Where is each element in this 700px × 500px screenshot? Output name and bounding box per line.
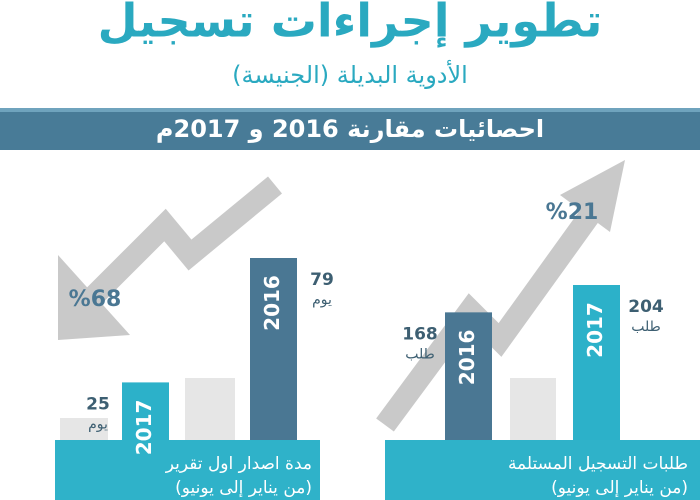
label-box xyxy=(385,440,700,500)
value-label: 204 xyxy=(628,297,664,317)
value-label: 25 xyxy=(86,394,110,414)
value-label: 79 xyxy=(310,270,334,290)
chart-subtitle: (من يناير إلى يونيو) xyxy=(175,478,312,498)
title: تطوير إجراءات تسجيل xyxy=(98,0,603,49)
value-label: 168 xyxy=(402,324,438,344)
bar-year: 2016 xyxy=(260,275,284,331)
bar-year: 2017 xyxy=(132,400,156,456)
bar xyxy=(445,312,492,440)
deco-bar xyxy=(60,418,108,440)
unit-label: يوم xyxy=(312,292,332,308)
arrow-down xyxy=(72,176,282,318)
chart-subtitle: (من يناير إلى يونيو) xyxy=(551,478,688,498)
deco-bar xyxy=(185,378,235,440)
chart-title: طلبات التسجيل المستلمة xyxy=(508,454,688,474)
arrow-head-down xyxy=(58,255,130,340)
banner-text: احصائيات مقارنة 2016 و 2017م xyxy=(156,115,544,143)
bar-year: 2016 xyxy=(455,330,479,386)
subtitle: الأدوية البديلة (الجنيسة) xyxy=(232,60,468,89)
label-box xyxy=(55,440,320,500)
unit-label: طلب xyxy=(631,319,661,335)
bar xyxy=(122,382,169,440)
bar xyxy=(573,285,620,440)
banner xyxy=(0,108,700,150)
annotation: %68 xyxy=(69,287,122,312)
arrow-head-up xyxy=(560,160,625,232)
banner-stripe xyxy=(0,108,700,112)
unit-label: يوم xyxy=(88,416,108,432)
annotation: %21 xyxy=(546,200,599,225)
bar-year: 2017 xyxy=(583,302,607,358)
bar xyxy=(250,258,297,440)
chart-title: مدة اصدار اول تقرير xyxy=(165,454,312,474)
unit-label: طلب xyxy=(405,346,435,362)
deco-bar xyxy=(510,378,556,440)
